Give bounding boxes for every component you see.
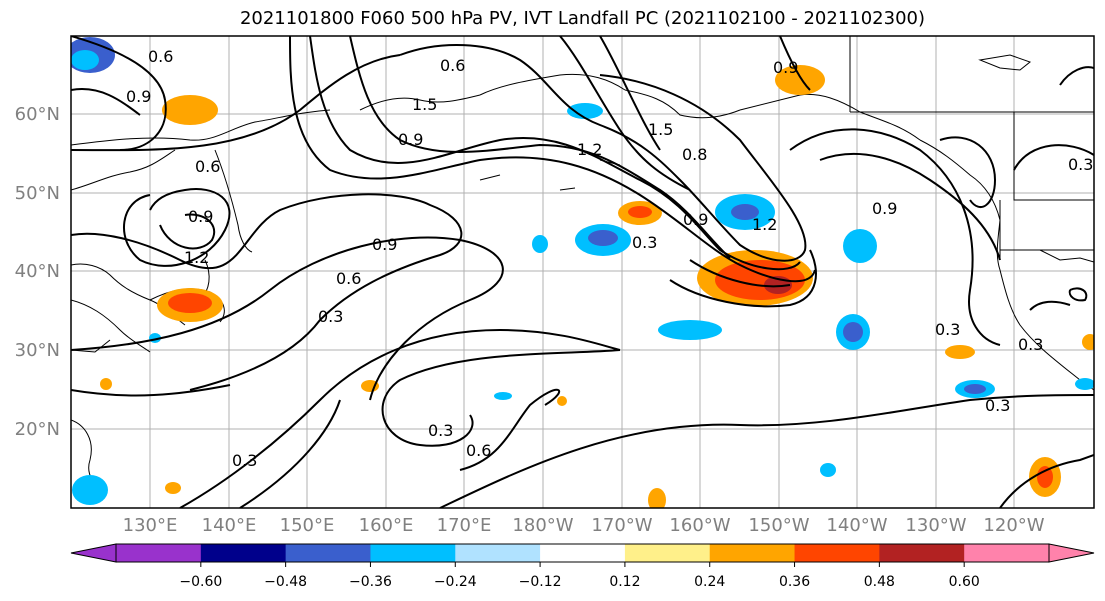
svg-text:0.9: 0.9 <box>683 210 708 229</box>
svg-text:0.6: 0.6 <box>336 269 361 288</box>
colorbar-tick-label: −0.36 <box>349 574 392 590</box>
svg-text:180°W: 180°W <box>512 515 573 536</box>
colorbar-swatch <box>455 544 541 562</box>
colorbar-swatch <box>964 544 1050 562</box>
contour-labels: 0.6 0.9 0.6 1.5 0.9 1.2 0.6 1.5 0.8 0.9 … <box>126 47 1093 470</box>
colorbar-swatch <box>285 544 371 562</box>
colorbar-tick-label: 0.12 <box>609 574 640 590</box>
svg-text:1.2: 1.2 <box>184 248 209 267</box>
svg-text:40°N: 40°N <box>15 261 60 282</box>
svg-text:0.9: 0.9 <box>398 130 423 149</box>
svg-text:1.2: 1.2 <box>577 140 602 159</box>
svg-text:150°E: 150°E <box>280 515 335 536</box>
svg-text:140°E: 140°E <box>202 515 257 536</box>
colorbar-tick-label: −0.60 <box>179 574 222 590</box>
map-frame <box>70 35 1095 509</box>
svg-text:170°E: 170°E <box>437 515 492 536</box>
svg-text:60°N: 60°N <box>15 104 60 125</box>
svg-text:170°W: 170°W <box>591 515 652 536</box>
svg-text:160°E: 160°E <box>359 515 414 536</box>
svg-text:0.6: 0.6 <box>466 441 491 460</box>
svg-text:0.6: 0.6 <box>148 47 173 66</box>
svg-text:0.9: 0.9 <box>126 87 151 106</box>
colorbar-tick-label: 0.48 <box>864 574 895 590</box>
colorbar-swatch <box>624 544 711 562</box>
svg-text:0.6: 0.6 <box>195 157 220 176</box>
colorbar-swatch <box>709 544 796 562</box>
svg-text:120°W: 120°W <box>983 515 1044 536</box>
colorbar-tick-label: 0.36 <box>779 574 810 590</box>
svg-text:150°W: 150°W <box>748 515 809 536</box>
svg-text:130°E: 130°E <box>123 515 178 536</box>
svg-text:1.5: 1.5 <box>648 120 673 139</box>
colorbar-swatch <box>116 544 202 562</box>
colorbar-swatch <box>794 544 880 562</box>
colorbar-tick-label: −0.24 <box>434 574 477 590</box>
ivt-contours <box>71 36 1094 508</box>
svg-text:0.9: 0.9 <box>188 207 213 226</box>
svg-text:1.2: 1.2 <box>752 215 777 234</box>
colorbar-swatch <box>370 544 456 562</box>
svg-text:0.3: 0.3 <box>632 233 657 252</box>
svg-text:0.3: 0.3 <box>428 421 453 440</box>
svg-text:20°N: 20°N <box>15 419 60 440</box>
colorbar-swatch <box>200 544 287 562</box>
svg-text:0.9: 0.9 <box>872 199 897 218</box>
svg-text:140°W: 140°W <box>826 515 887 536</box>
svg-text:0.9: 0.9 <box>372 235 397 254</box>
svg-text:0.3: 0.3 <box>1018 335 1043 354</box>
svg-text:1.5: 1.5 <box>412 95 437 114</box>
svg-text:50°N: 50°N <box>15 183 60 204</box>
map-title: 2021101800 F060 500 hPa PV, IVT Landfall… <box>239 8 926 29</box>
svg-text:0.3: 0.3 <box>318 307 343 326</box>
svg-text:0.3: 0.3 <box>232 451 257 470</box>
colorbar-extend-max <box>1048 543 1095 563</box>
svg-text:0.6: 0.6 <box>440 56 465 75</box>
svg-text:0.3: 0.3 <box>1068 155 1093 174</box>
svg-text:30°N: 30°N <box>15 340 60 361</box>
colorbar-tick-label: −0.12 <box>519 574 562 590</box>
colorbar-tick-label: −0.48 <box>264 574 307 590</box>
svg-text:0.8: 0.8 <box>682 145 707 164</box>
colorbar-swatch <box>879 544 965 562</box>
svg-text:160°W: 160°W <box>669 515 730 536</box>
colorbar: −0.60 −0.48 −0.36 −0.24 −0.12 0.12 0.24 0.36 0.4… <box>70 543 1095 590</box>
svg-text:0.3: 0.3 <box>985 396 1010 415</box>
colorbar-tick-label: 0.24 <box>694 574 725 590</box>
longitude-labels: 130°E 140°E 150°E 160°E 170°E 180°W 170°… <box>123 515 1045 536</box>
colorbar-tick-label: 0.60 <box>949 574 980 590</box>
colorbar-swatch <box>540 544 626 562</box>
pv-shading <box>71 37 1094 508</box>
colorbar-extend-min <box>70 543 117 563</box>
svg-text:0.3: 0.3 <box>935 320 960 339</box>
latitude-labels: 60°N 50°N 40°N 30°N 20°N <box>15 104 60 440</box>
colorbar-outline <box>115 543 1050 563</box>
svg-text:0.9: 0.9 <box>773 58 798 77</box>
svg-text:130°W: 130°W <box>905 515 966 536</box>
